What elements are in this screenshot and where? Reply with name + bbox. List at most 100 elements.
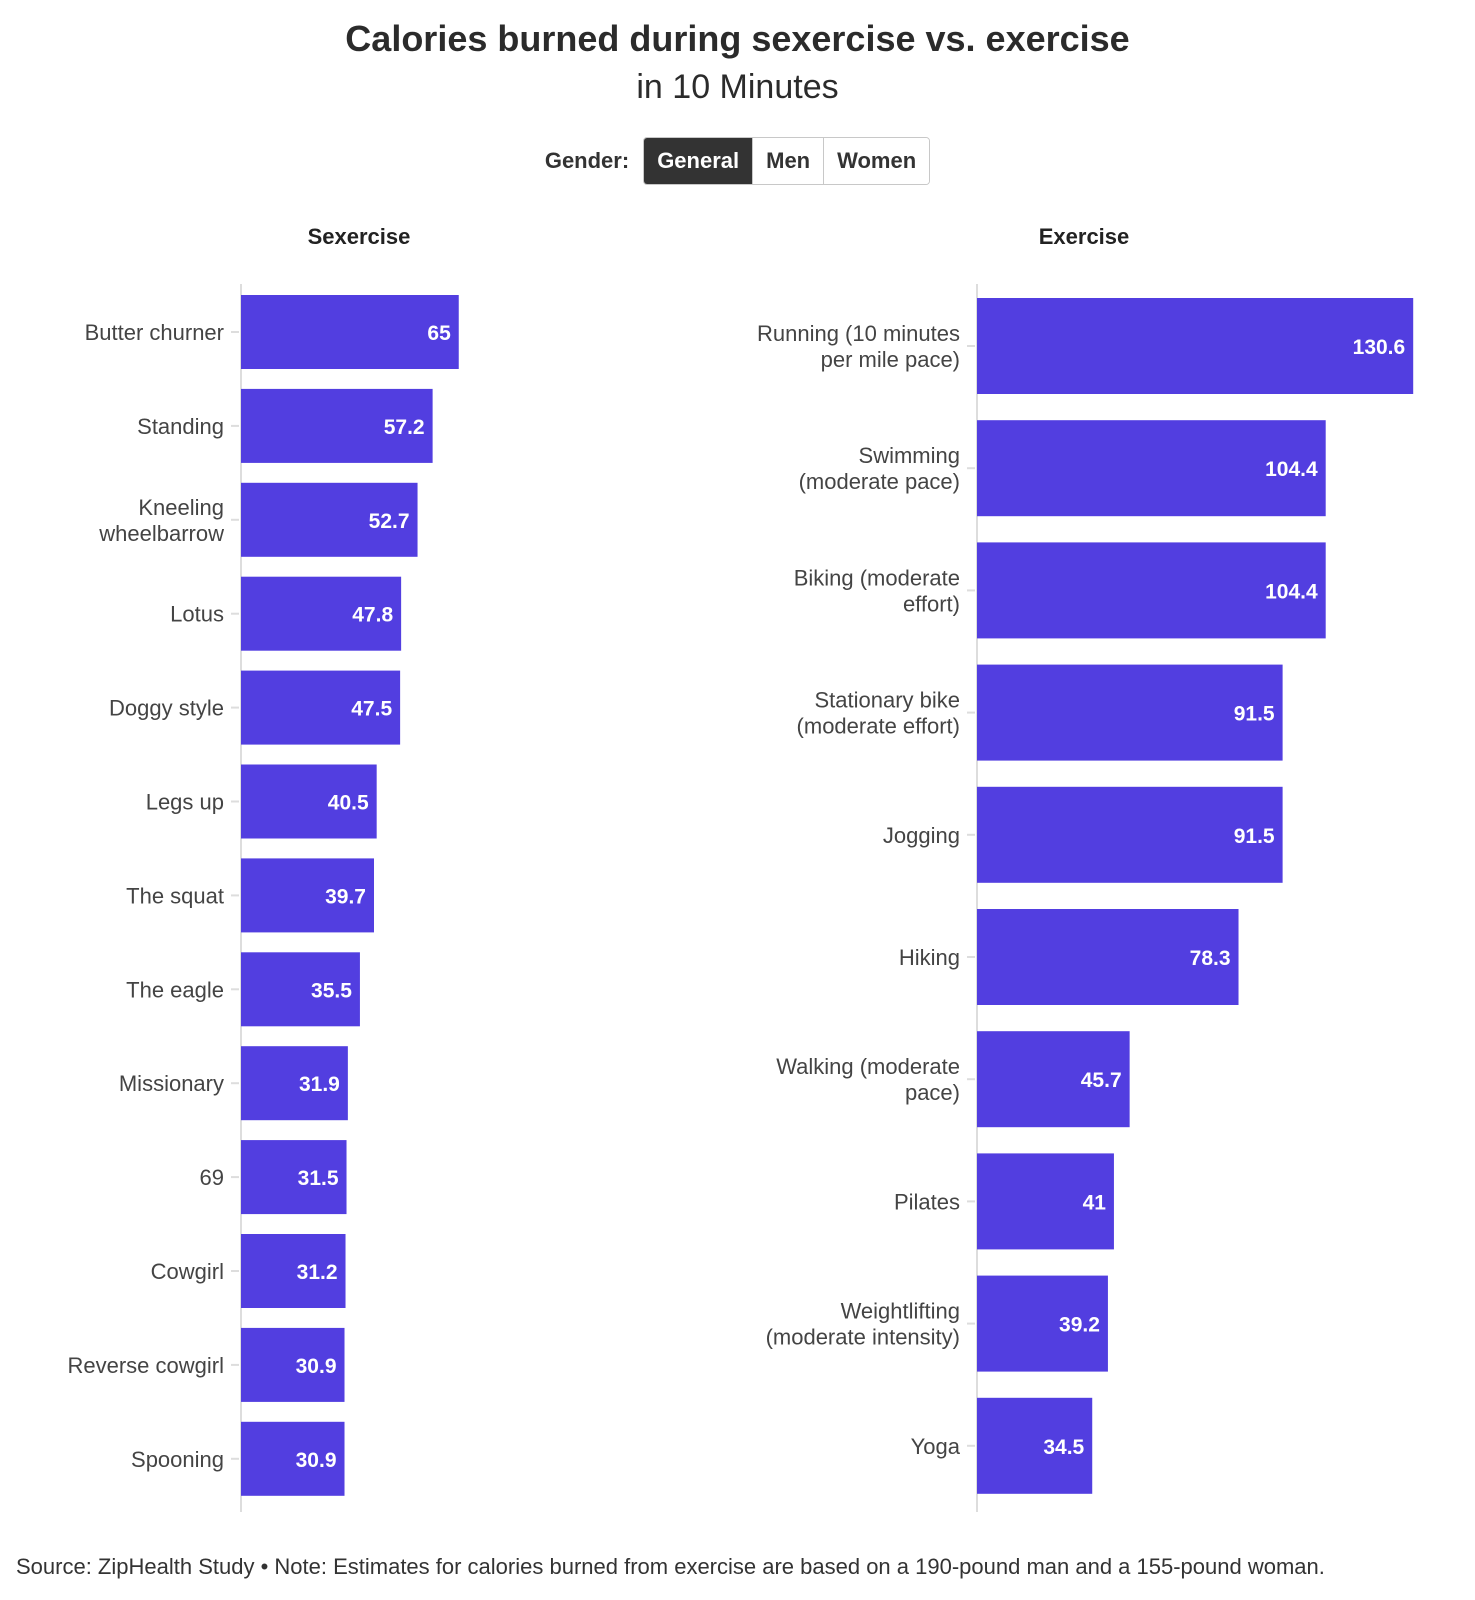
sexercise-bar <box>241 1234 346 1308</box>
exercise-category-label: Pilates <box>894 1189 960 1214</box>
exercise-category-label: Walking (moderate pace) <box>776 1054 960 1105</box>
exercise-category-label-line: Weightlifting <box>841 1299 960 1324</box>
sexercise-bar <box>241 1327 345 1402</box>
sexercise-value-label: 39.7 <box>325 885 366 908</box>
exercise-panel-title: Exercise <box>1038 224 1130 249</box>
sexercise-category-label-line: 69 <box>200 1165 224 1190</box>
chart-subtitle: in 10 Minutes <box>636 68 839 106</box>
sexercise-value-label: 31.9 <box>299 1073 340 1096</box>
sexercise-value-label: 31.5 <box>298 1167 339 1190</box>
sexercise-value-label: 35.5 <box>311 979 352 1002</box>
sexercise-value-label: 47.5 <box>351 698 392 721</box>
sexercise-category-label: Reverse cowgirl <box>68 1353 225 1378</box>
sexercise-category-label: The squat <box>126 883 224 908</box>
sexercise-category-label-line: Missionary <box>119 1071 224 1096</box>
sexercise-bar <box>241 764 377 839</box>
exercise-category-label-line: Yoga <box>911 1434 961 1459</box>
sexercise-bar <box>241 670 401 745</box>
sexercise-category-label: Doggy style <box>109 696 224 721</box>
exercise-category-label-line: pace) <box>905 1080 960 1105</box>
sexercise-category-label: Cowgirl <box>151 1259 224 1284</box>
sexercise-category-label: Missionary <box>119 1071 224 1096</box>
sexercise-category-label: The eagle <box>126 977 224 1002</box>
exercise-bar <box>977 909 1239 1005</box>
exercise-bar <box>977 1153 1114 1250</box>
sexercise-bar <box>241 482 418 557</box>
sexercise-category-label: Butter churner <box>85 320 224 345</box>
gender-toggle-group: General Men Women <box>643 137 931 185</box>
exercise-bar <box>977 786 1283 883</box>
exercise-category-label-line: Jogging <box>883 823 960 848</box>
sexercise-bar <box>241 1421 345 1496</box>
exercise-category-label: Yoga <box>911 1434 961 1459</box>
sexercise-category-label-line: Doggy style <box>109 696 224 721</box>
exercise-bar <box>977 1031 1130 1128</box>
sexercise-bar <box>241 295 459 369</box>
sexercise-bar <box>241 388 433 463</box>
exercise-category-label-line: (moderate intensity) <box>766 1325 960 1350</box>
sexercise-value-label: 65 <box>427 322 451 345</box>
sexercise-bar <box>241 952 360 1027</box>
sexercise-category-label-line: Standing <box>137 414 224 439</box>
exercise-value-label: 41 <box>1083 1191 1107 1214</box>
sexercise-category-label: Lotus <box>170 602 224 627</box>
sexercise-value-label: 57.2 <box>384 416 425 439</box>
sexercise-category-label-line: Cowgirl <box>151 1259 224 1284</box>
gender-men-button[interactable]: Men <box>752 138 824 184</box>
exercise-category-label-line: per mile pace) <box>821 347 960 372</box>
sexercise-category-label-line: Butter churner <box>85 320 224 345</box>
exercise-value-label: 34.5 <box>1043 1436 1084 1459</box>
exercise-value-label: 91.5 <box>1234 703 1275 726</box>
exercise-category-label-line: (moderate effort) <box>797 714 960 739</box>
exercise-bar <box>977 664 1283 761</box>
sexercise-category-label-line: Kneeling <box>138 495 224 520</box>
sexercise-panel-title: Sexercise <box>307 224 411 249</box>
sexercise-bar <box>241 858 374 933</box>
sexercise-category-label-line: Legs up <box>146 790 224 815</box>
gender-label: Gender: <box>544 148 630 173</box>
exercise-category-label: Running (10 minutes per mile pace) <box>757 321 960 372</box>
sexercise-category-label-line: Lotus <box>170 602 224 627</box>
sexercise-category-label-line: The eagle <box>126 977 224 1002</box>
gender-women-button[interactable]: Women <box>823 138 930 184</box>
exercise-value-label: 91.5 <box>1234 825 1275 848</box>
exercise-category-label-line: Pilates <box>894 1189 960 1214</box>
sexercise-category-label: Spooning <box>131 1447 224 1472</box>
exercise-bar <box>977 1275 1108 1372</box>
exercise-value-label: 104.4 <box>1265 580 1318 603</box>
exercise-category-label-line: Running (10 minutes <box>757 321 960 346</box>
exercise-category-label-line: Stationary bike <box>814 688 960 713</box>
exercise-category-label: Weightlifting (moderate intensity) <box>766 1299 960 1350</box>
exercise-category-label-line: Swimming <box>859 443 960 468</box>
exercise-category-label-line: effort) <box>903 591 960 616</box>
exercise-category-label: Stationary bike (moderate effort) <box>797 688 960 739</box>
sexercise-bar <box>241 1046 348 1121</box>
sexercise-value-label: 30.9 <box>296 1449 337 1472</box>
exercise-category-label-line: Hiking <box>899 945 960 970</box>
exercise-bar <box>977 420 1326 517</box>
sexercise-value-label: 31.2 <box>297 1261 338 1284</box>
exercise-category-label: Jogging <box>883 823 960 848</box>
sexercise-category-label: Legs up <box>146 790 224 815</box>
sexercise-bar <box>241 1140 347 1215</box>
bar-chart-area: 65 Butter churner 57.2 Standing 52.7 Kneeling… <box>68 284 1414 1512</box>
exercise-category-label-line: (moderate pace) <box>799 469 960 494</box>
exercise-value-label: 130.6 <box>1353 336 1406 359</box>
sexercise-value-label: 40.5 <box>328 792 369 815</box>
gender-general-button[interactable]: General <box>644 138 753 184</box>
sexercise-bar <box>241 576 402 651</box>
sexercise-category-label: Standing <box>137 414 224 439</box>
sexercise-value-label: 47.8 <box>352 604 393 627</box>
exercise-bar <box>977 298 1414 394</box>
sexercise-category-label: 69 <box>200 1165 224 1190</box>
chart-title: Calories burned during sexercise vs. exe… <box>345 18 1130 59</box>
exercise-category-label: Swimming (moderate pace) <box>799 443 960 494</box>
exercise-category-label-line: Walking (moderate <box>776 1054 960 1079</box>
sexercise-category-label-line: The squat <box>126 883 224 908</box>
exercise-value-label: 78.3 <box>1190 947 1231 970</box>
exercise-value-label: 39.2 <box>1059 1314 1100 1337</box>
exercise-value-label: 104.4 <box>1265 458 1318 481</box>
sexercise-category-label: Kneeling wheelbarrow <box>98 495 224 546</box>
sexercise-category-label-line: Spooning <box>131 1447 224 1472</box>
exercise-bar <box>977 1397 1093 1494</box>
